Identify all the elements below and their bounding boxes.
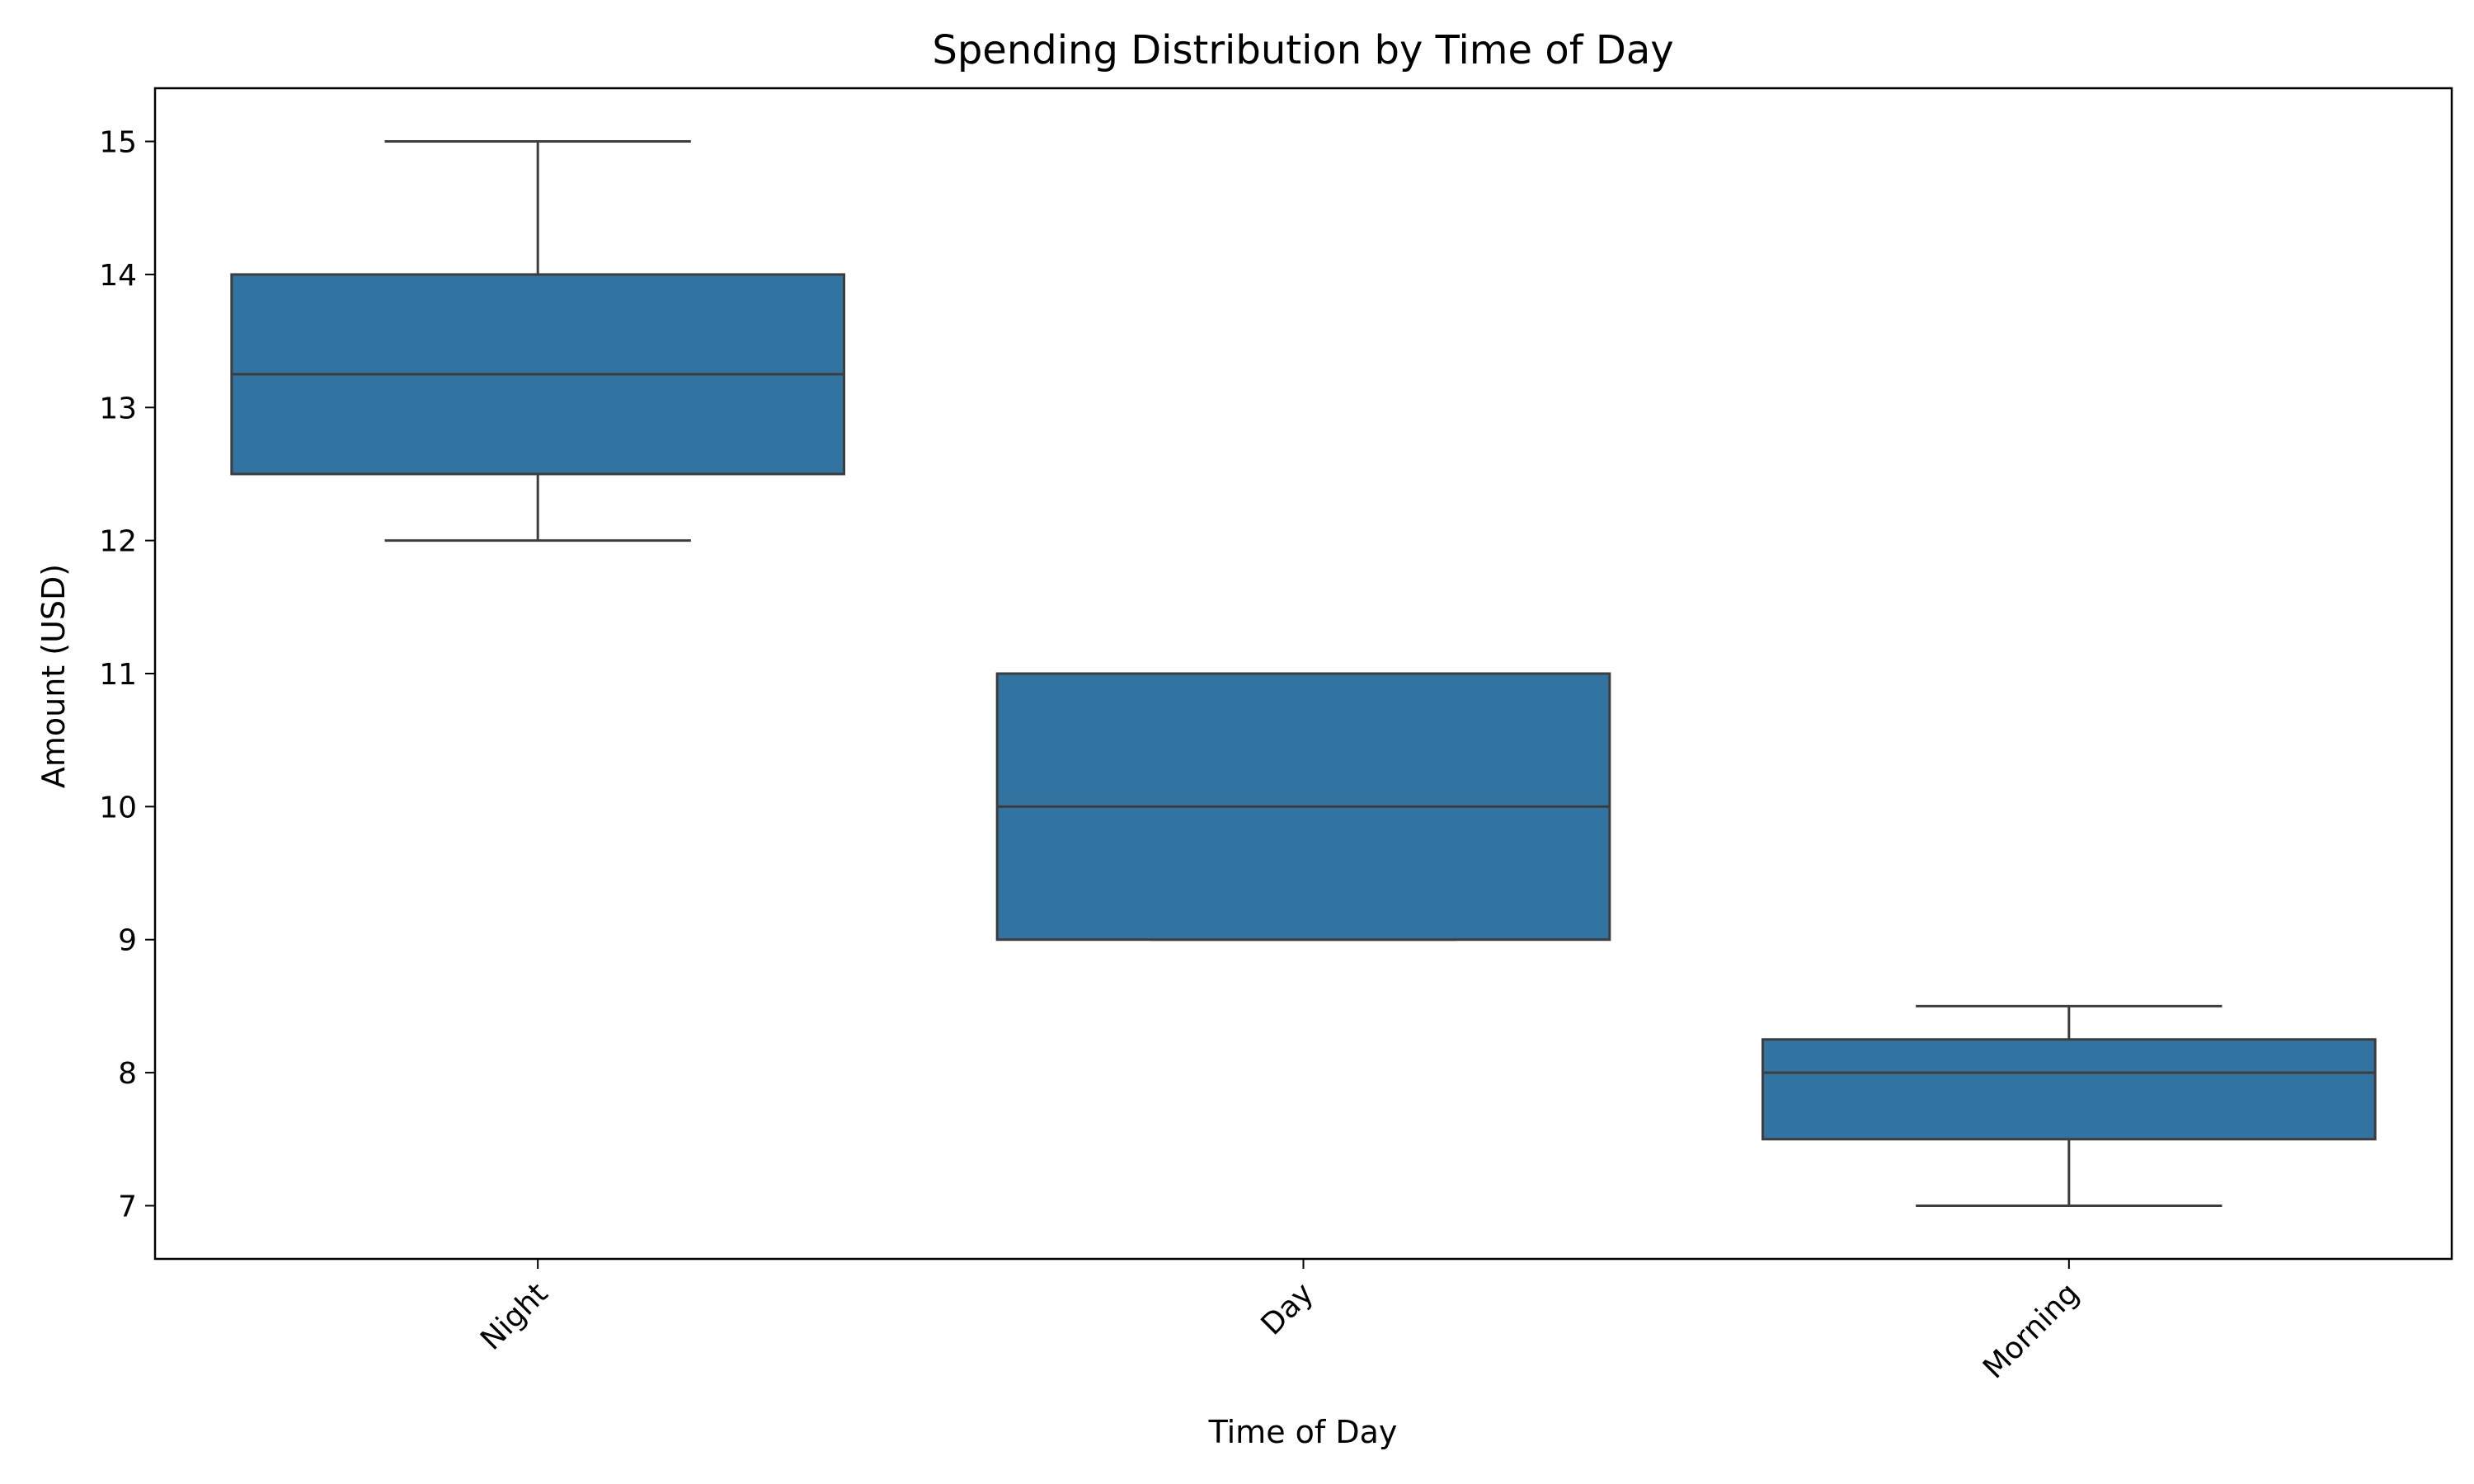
y-tick-label: 8 [118,1057,137,1091]
x-tick-label-morning: Morning [1977,1276,2086,1385]
chart-title: Spending Distribution by Time of Day [932,27,1673,73]
x-axis-label: Time of Day [1208,1414,1398,1450]
plot-area: 7 8 9 10 11 12 13 14 15 Night Day Morning [99,87,2453,1385]
y-axis-label: Amount (USD) [35,564,72,788]
y-tick-label: 15 [99,126,137,160]
x-tick-label-night: Night [474,1276,554,1356]
y-tick-label: 14 [99,259,137,293]
y-tick-label: 10 [99,791,137,824]
y-tick-label: 9 [118,924,137,958]
box-morning [1761,1038,2377,1141]
x-tick-label-day: Day [1255,1276,1320,1341]
y-tick-label: 7 [118,1190,137,1223]
y-tick-label: 11 [99,658,137,692]
y-tick-label: 13 [99,392,137,425]
y-tick-label: 12 [99,525,137,559]
